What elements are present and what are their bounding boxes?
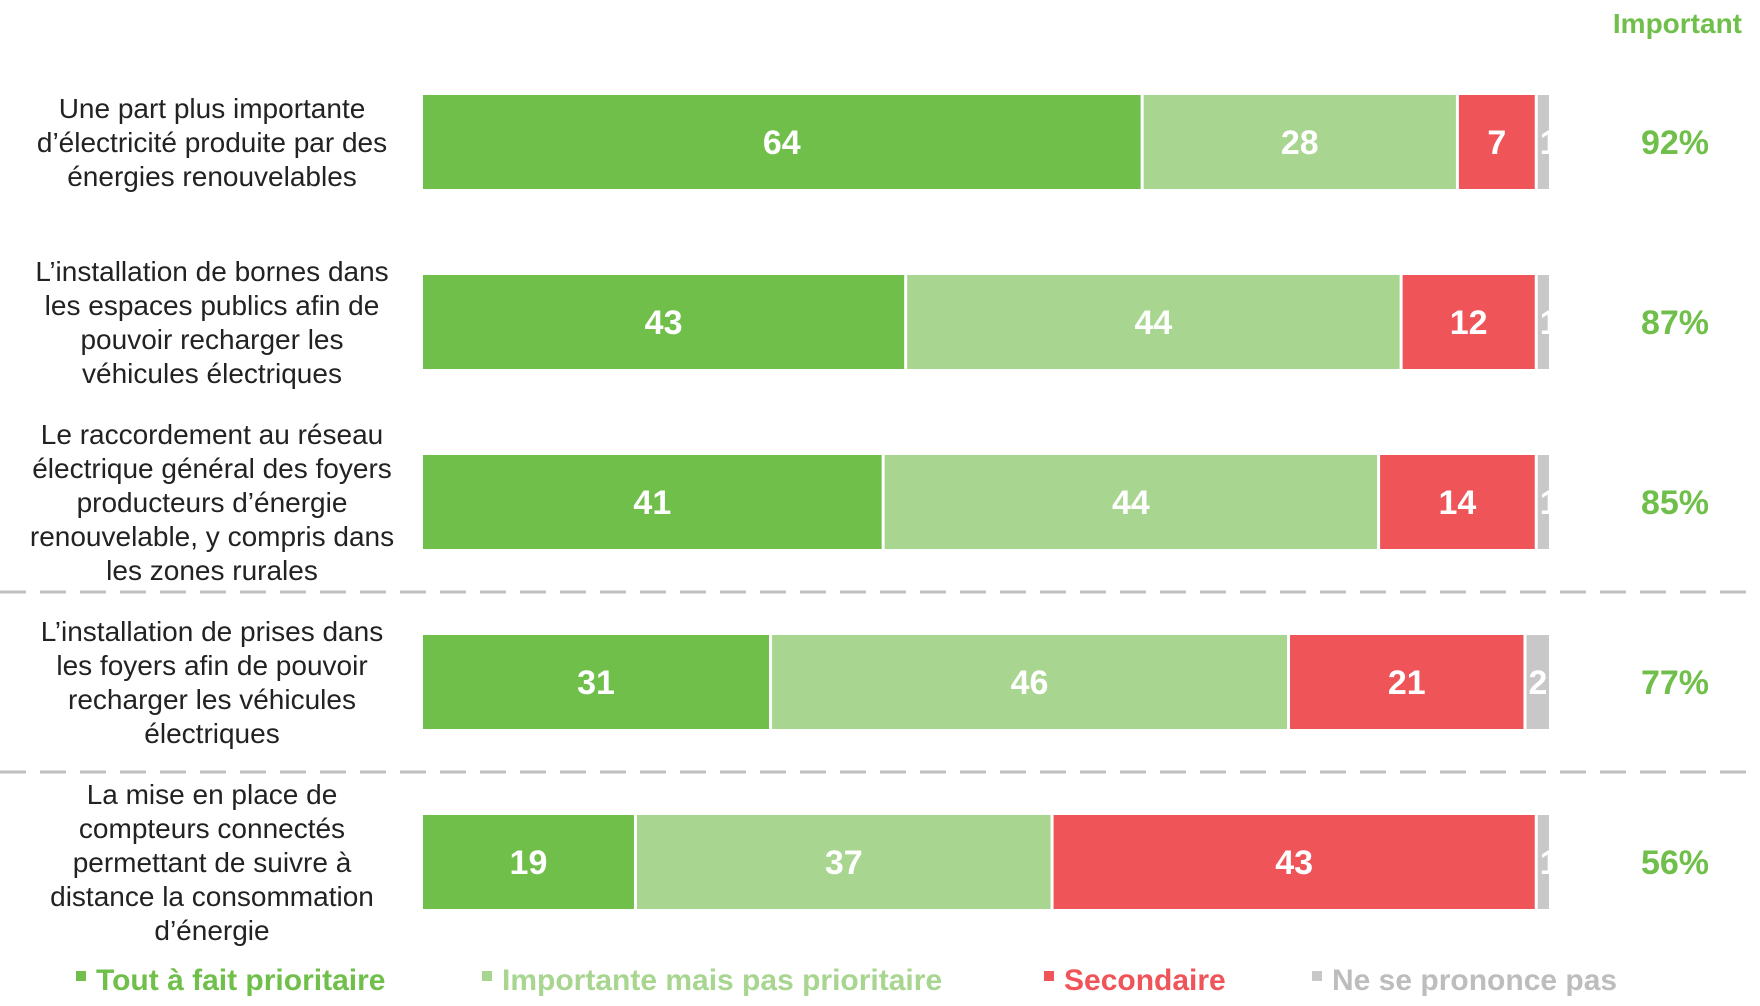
bar-segment [907,275,1400,369]
legend-label: Importante mais pas prioritaire [502,964,942,997]
bar-value-label: 1 [1540,304,1559,342]
bar-segment [1537,815,1549,909]
important-total: 56% [1641,844,1709,882]
bar-value-label: 12 [1450,304,1488,342]
bar-segment [423,95,1141,189]
bar-value-label: 31 [577,664,615,702]
important-total: 77% [1641,664,1709,702]
category-label: La mise en place de compteurs connectés pe… [50,779,374,946]
bar-value-label: 1 [1540,124,1559,162]
bar-segment [423,455,882,549]
bar-segment [1526,635,1549,729]
legend-swatch [482,971,492,981]
legend-swatch [1044,971,1054,981]
legend-label: Tout à fait prioritaire [96,964,385,997]
bar-value-label: 2 [1528,664,1547,702]
legend-label: Ne se prononce pas [1332,964,1617,997]
bar-segment [1537,275,1549,369]
bar-segment [1380,455,1535,549]
category-label: Le raccordement au réseau électrique géné… [30,419,394,586]
bar-value-label: 41 [633,484,671,522]
bar-segment [772,635,1288,729]
bar-value-label: 21 [1388,664,1426,702]
important-total: 85% [1641,484,1709,522]
bar-value-label: 1 [1540,484,1559,522]
bar-value-label: 43 [1275,844,1313,882]
bar-segment [1290,635,1524,729]
bar-value-label: 44 [1112,484,1150,522]
bar-segment [636,815,1051,909]
bar-segment [1402,275,1535,369]
bar-value-label: 1 [1540,844,1559,882]
category-label: Une part plus importante d’électricité pr… [37,93,387,192]
important-header: Important [1613,8,1742,39]
bar-segment [1143,95,1456,189]
bar-value-label: 43 [645,304,683,342]
bar-value-label: 44 [1134,304,1172,342]
category-label: L’installation de prises dans les foyers … [41,616,383,749]
bar-value-label: 37 [825,844,863,882]
bar-value-label: 19 [510,844,548,882]
bar-segment [1537,455,1549,549]
bar-segment [1537,95,1549,189]
bar-segment [423,635,770,729]
important-total: 87% [1641,304,1709,342]
bar-value-label: 64 [763,124,801,162]
important-total: 92% [1641,124,1709,162]
bar-value-label: 7 [1487,124,1506,162]
bar-segment [1458,95,1535,189]
legend-swatch [76,971,86,981]
bar-value-label: 14 [1439,484,1477,522]
legend-swatch [1312,971,1322,981]
bar-value-label: 46 [1011,664,1049,702]
bar-segment [884,455,1378,549]
legend-label: Secondaire [1064,964,1226,997]
category-label: L’installation de bornes dans les espaces… [35,256,388,389]
bar-segment [1053,815,1535,909]
bar-segment [423,275,905,369]
bar-value-label: 28 [1281,124,1319,162]
bar-segment [423,815,634,909]
